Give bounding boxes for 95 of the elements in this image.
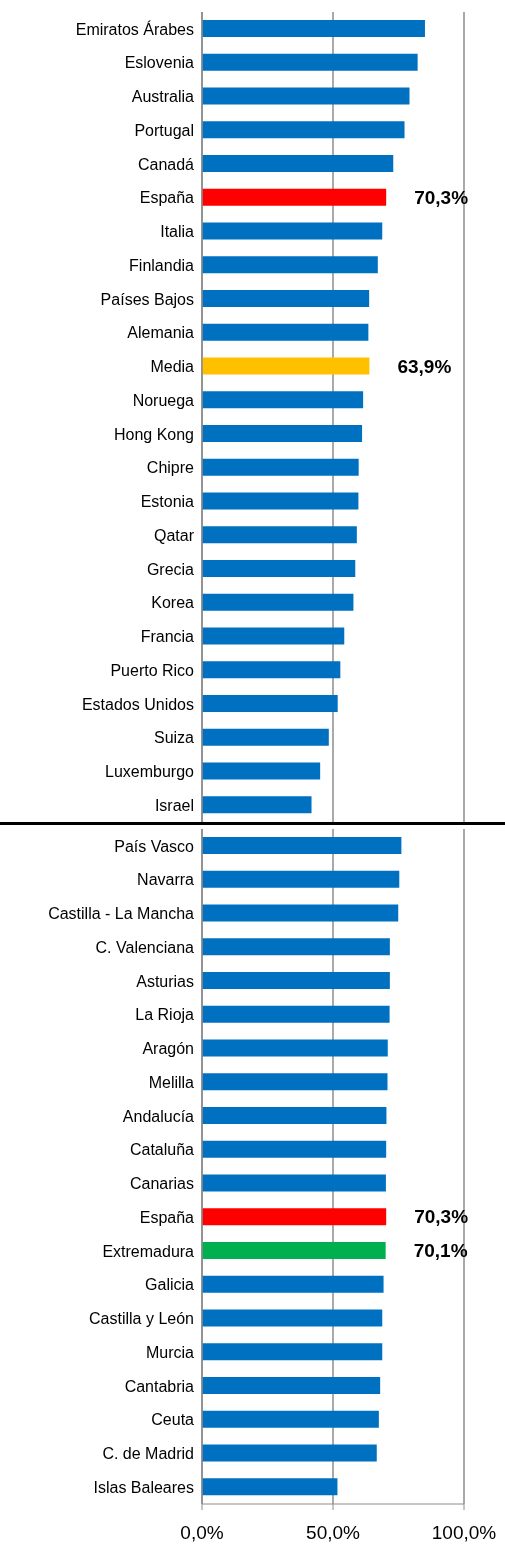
x-tick-label: 0,0%: [180, 1522, 224, 1544]
y-tick-label: Galicia: [145, 1276, 195, 1294]
y-tick-label: Ceuta: [151, 1411, 195, 1429]
bar: [202, 1377, 381, 1394]
y-tick-label: Murcia: [145, 1343, 195, 1361]
bar: [202, 458, 359, 476]
y-tick-label: Francia: [140, 628, 195, 646]
y-tick-label: Melilla: [148, 1073, 195, 1091]
y-tick-label: País Vasco: [114, 837, 195, 855]
bar: [202, 1343, 383, 1361]
y-tick-label: Media: [150, 358, 195, 376]
y-tick-label: España: [139, 1208, 195, 1226]
bar: [202, 391, 364, 409]
y-tick-label: Extremadura: [102, 1242, 195, 1260]
y-tick-label: Cantabria: [124, 1377, 195, 1395]
bar: [202, 155, 394, 172]
y-tick-label: Andalucía: [122, 1107, 195, 1125]
bar: [202, 1478, 338, 1496]
y-tick-label: Canadá: [137, 155, 195, 173]
y-tick-label: Chipre: [146, 459, 195, 477]
y-tick-label: España: [139, 189, 195, 207]
bar: [202, 728, 329, 746]
bar: [202, 560, 356, 577]
bar: [202, 290, 370, 307]
y-tick-label: Australia: [131, 88, 195, 106]
data-label: 70,1%: [413, 1240, 468, 1262]
y-tick-label: Puerto Rico: [110, 661, 195, 679]
bar: [202, 762, 321, 780]
bar: [202, 837, 402, 854]
bar: [202, 904, 399, 922]
bar: [202, 1107, 387, 1124]
bar: [202, 1208, 387, 1226]
y-tick-label: Castilla - La Mancha: [48, 905, 195, 923]
y-tick-label: Finlandia: [129, 256, 195, 274]
bar: [202, 526, 357, 544]
bar: [202, 1174, 386, 1192]
y-tick-label: C. de Madrid: [102, 1445, 194, 1463]
bar: [202, 627, 345, 645]
y-tick-label: Eslovenia: [124, 54, 195, 72]
y-tick-label: Portugal: [134, 121, 194, 139]
y-tick-label: La Rioja: [135, 1006, 195, 1024]
y-tick-label: Luxemburgo: [105, 763, 195, 781]
y-tick-label: Cataluña: [129, 1141, 195, 1159]
bar: [202, 1242, 386, 1259]
y-tick-label: Emiratos Árabes: [75, 19, 194, 38]
bar: [202, 593, 354, 611]
bar: [202, 972, 390, 989]
bar: [202, 1140, 387, 1158]
bar: [202, 20, 425, 37]
bar: [202, 661, 341, 679]
bar: [202, 1444, 377, 1462]
bar: [202, 188, 387, 206]
y-tick-label: Grecia: [146, 560, 195, 578]
y-tick-label: Korea: [151, 594, 195, 612]
y-tick-label: Israel: [154, 796, 194, 814]
x-tick-label: 50,0%: [306, 1522, 361, 1544]
bar: [202, 425, 363, 442]
bar: [202, 222, 383, 240]
bar: [202, 492, 359, 510]
bar: [202, 323, 369, 341]
y-tick-label: Noruega: [132, 391, 195, 409]
y-tick-label: Alemania: [127, 324, 195, 342]
x-tick-label: 100,0%: [431, 1522, 497, 1544]
bar: [202, 1039, 388, 1057]
y-tick-label: Aragón: [142, 1040, 194, 1058]
y-tick-label: Suiza: [153, 729, 195, 747]
bar: [202, 87, 410, 105]
y-tick-label: Navarra: [137, 871, 195, 889]
bar: [202, 121, 405, 139]
y-tick-label: Canarias: [129, 1175, 194, 1193]
bar: [202, 53, 418, 71]
y-tick-label: Asturias: [136, 972, 194, 990]
bar: [202, 796, 312, 814]
y-tick-label: Estados Unidos: [81, 695, 194, 713]
bar: [202, 1410, 379, 1428]
data-label: 70,3%: [414, 186, 469, 208]
bar: [202, 1005, 390, 1023]
bar: [202, 1073, 388, 1091]
bar: [202, 256, 378, 274]
y-tick-label: Estonia: [140, 493, 195, 511]
data-label: 63,9%: [397, 355, 452, 377]
y-tick-label: Hong Kong: [113, 425, 194, 443]
bar: [202, 870, 400, 888]
bar: [202, 938, 390, 956]
y-tick-label: Islas Baleares: [93, 1478, 194, 1496]
y-tick-label: C. Valenciana: [95, 938, 195, 956]
y-tick-label: Qatar: [153, 526, 195, 544]
data-label: 70,3%: [414, 1206, 469, 1228]
y-tick-label: Italia: [160, 223, 195, 241]
bar: [202, 1309, 383, 1327]
bar: [202, 1275, 384, 1293]
y-tick-label: Países Bajos: [100, 290, 194, 308]
bar: [202, 695, 338, 712]
bar: [202, 357, 370, 375]
y-tick-label: Castilla y León: [89, 1310, 194, 1328]
